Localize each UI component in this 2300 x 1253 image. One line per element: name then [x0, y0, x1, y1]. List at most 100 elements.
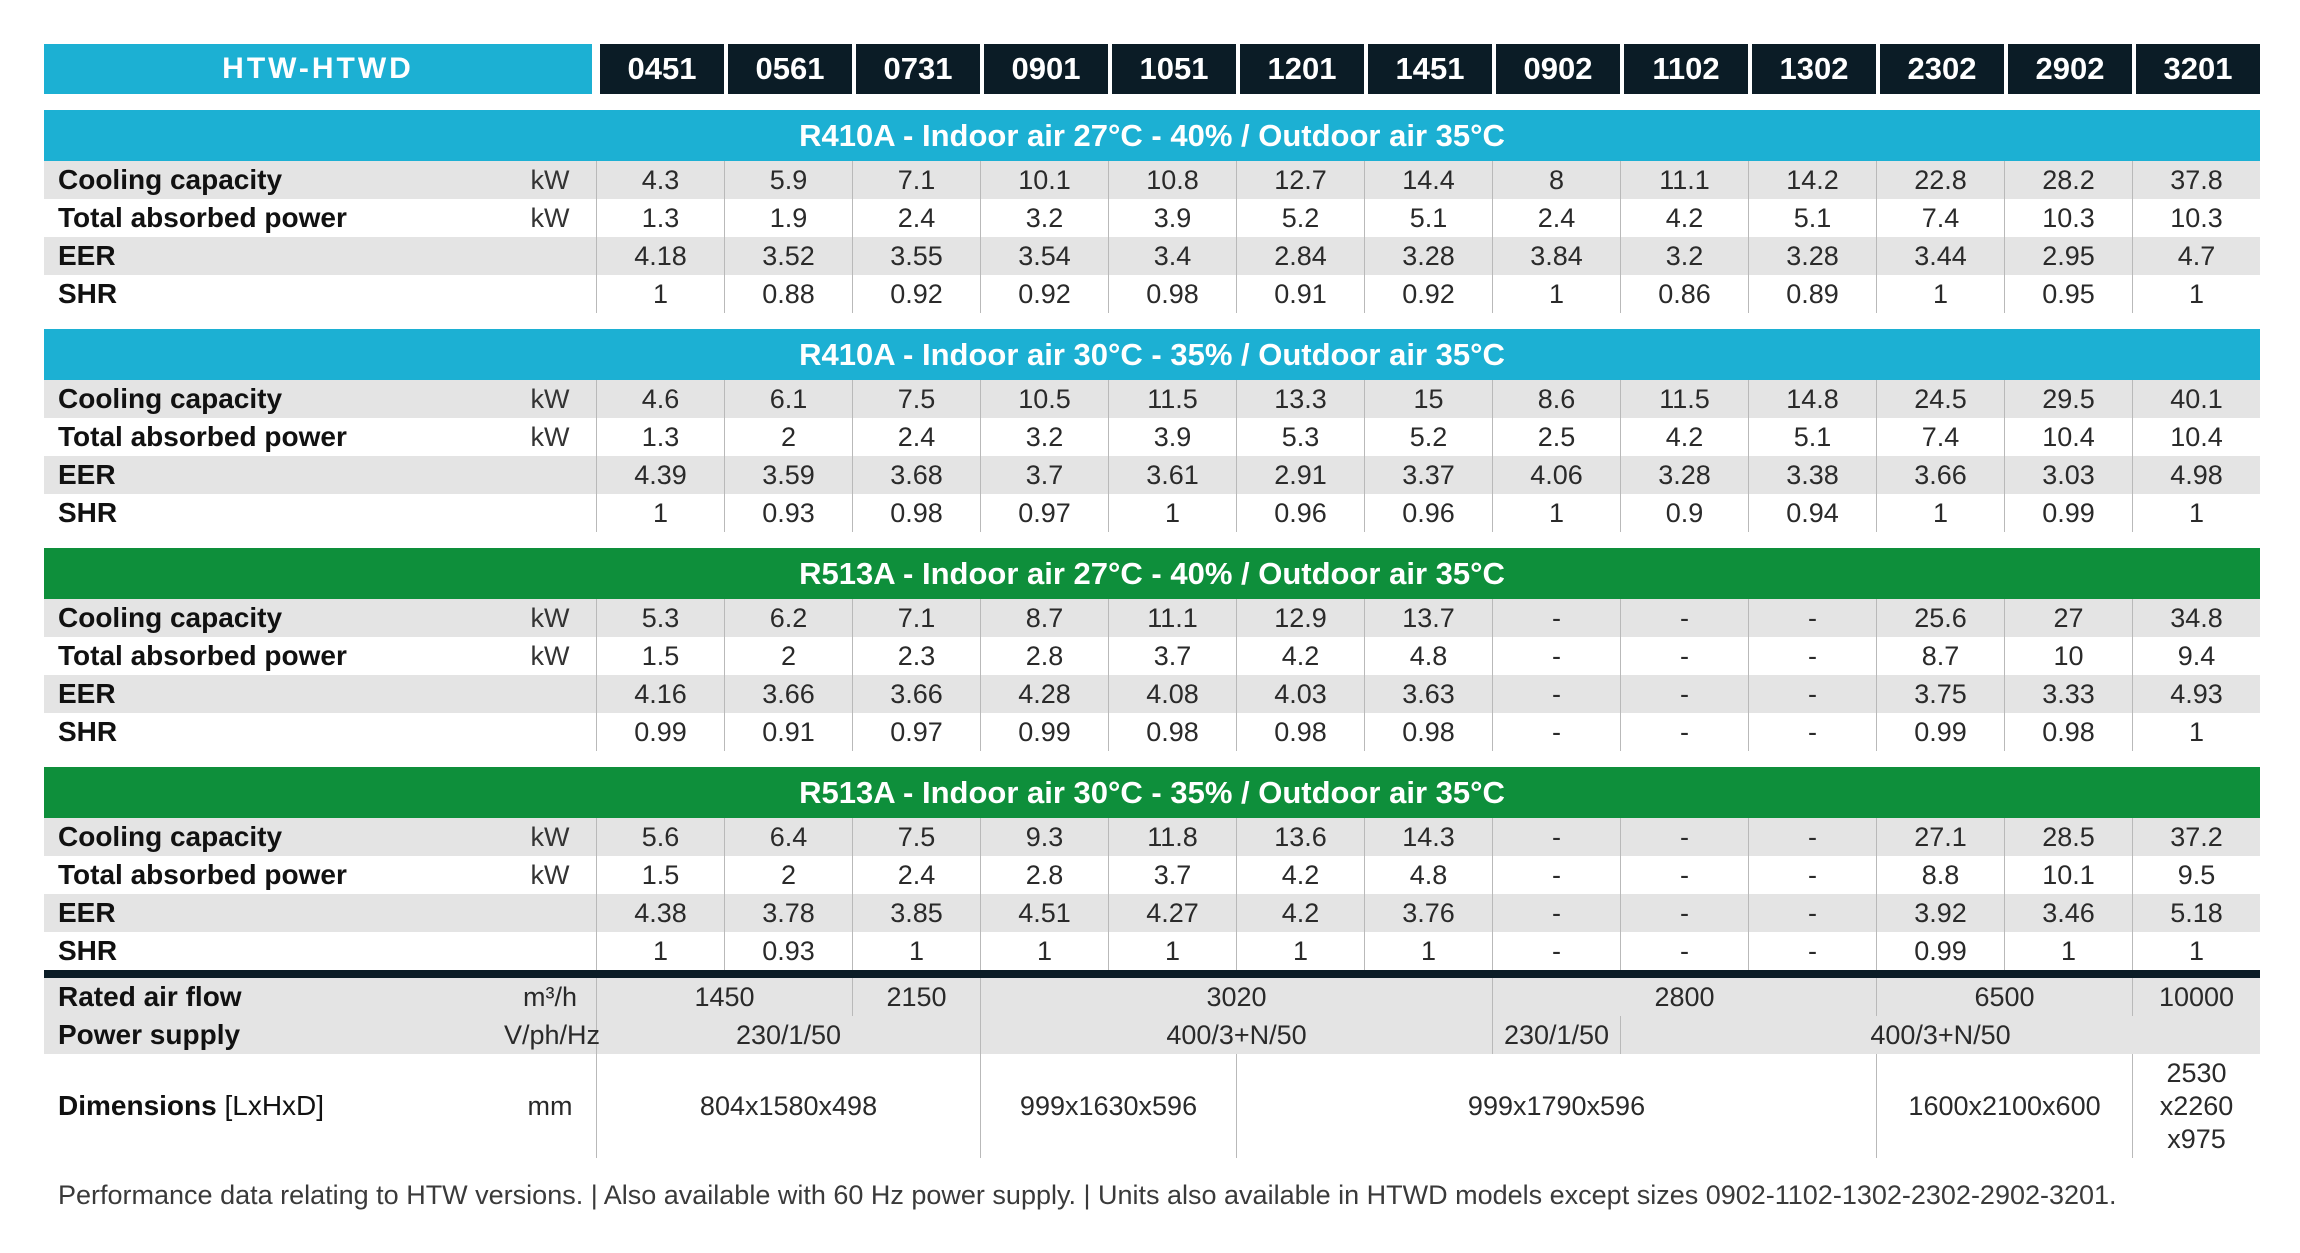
- table-cell: 6.1: [724, 380, 853, 418]
- table-cell: 3.9: [1108, 418, 1236, 456]
- row-unit: kW: [504, 380, 597, 418]
- spec-label-text: Dimensions: [58, 1090, 217, 1121]
- table-row: EER 4.16 3.66 3.66 4.28 4.08 4.03 3.63- - -3.75 3.…: [44, 675, 2261, 713]
- table-cell: 10.3: [2132, 199, 2260, 237]
- table-cell: 1: [1876, 494, 2004, 532]
- table-cell: 8.7: [1876, 637, 2004, 675]
- table-cell: 25.6: [1876, 599, 2005, 637]
- model-1201: 1201: [1236, 44, 1365, 94]
- table-cell: 3.38: [1748, 456, 1877, 494]
- table-cell: 4.7: [2132, 237, 2261, 275]
- spec-table-wrapper: HTW-HTWD 0451 0561 0731 0901 1051 1201 1451 0902…: [44, 44, 2261, 1158]
- section-title: R410A - Indoor air 27°C - 40% / Outdoor …: [44, 110, 2261, 161]
- spec-unit: mm: [527, 1090, 573, 1121]
- row-unit: [504, 675, 597, 713]
- row-label: Cooling capacity: [44, 599, 504, 637]
- table-cell: 13.3: [1236, 380, 1365, 418]
- table-cell: 0.98: [852, 494, 980, 532]
- table-cell: 3.7: [1108, 637, 1236, 675]
- table-cell: 10.3: [2004, 199, 2132, 237]
- table-row: SHR 1 0.93 0.98 0.97 1 0.96 0.96 1 0.9 0.94 1 0.99 1: [44, 494, 2260, 532]
- table-cell: 8.7: [980, 599, 1109, 637]
- table-cell: 3.92: [1876, 894, 2005, 932]
- spec-cell: 999x1790x596: [1236, 1054, 1876, 1158]
- table-cell: 0.86: [1620, 275, 1748, 313]
- table-cell: 14.8: [1748, 380, 1877, 418]
- table-cell: 2: [724, 418, 852, 456]
- table-cell: 8.6: [1492, 380, 1621, 418]
- table-cell: 10.8: [1108, 161, 1237, 199]
- spec-cell: 999x1630x596: [980, 1054, 1236, 1158]
- row-unit: kW: [504, 818, 597, 856]
- row-unit: kW: [530, 859, 570, 890]
- row-unit: [504, 494, 596, 532]
- table-cell: 4.3: [596, 161, 725, 199]
- table-cell: -: [1620, 637, 1748, 675]
- section-header: R513A - Indoor air 30°C - 35% / Outdoor …: [44, 767, 2261, 818]
- section-title: R513A - Indoor air 27°C - 40% / Outdoor …: [44, 548, 2261, 599]
- table-cell: 0.98: [1108, 713, 1236, 751]
- spec-cell: 10000: [2132, 978, 2261, 1016]
- row-label: EER: [44, 675, 504, 713]
- table-cell: 13.7: [1364, 599, 1493, 637]
- table-cell: 0.97: [980, 494, 1108, 532]
- spacer: [44, 94, 2260, 110]
- row-unit: kW: [504, 599, 597, 637]
- table-cell: 4.8: [1364, 637, 1492, 675]
- table-cell: 4.8: [1364, 856, 1492, 894]
- section-header: R513A - Indoor air 27°C - 40% / Outdoor …: [44, 548, 2261, 599]
- row-unit: [504, 237, 597, 275]
- model-0561: 0561: [724, 44, 853, 94]
- table-row: Total absorbed power kW 1.5 2 2.4 2.8 3.7 4.2 4.…: [44, 856, 2260, 894]
- table-cell: 3.85: [852, 894, 981, 932]
- table-cell: 1: [2004, 932, 2132, 970]
- model-header-row: HTW-HTWD 0451 0561 0731 0901 1051 1201 1451 0902…: [44, 44, 2261, 94]
- row-label: EER: [44, 894, 504, 932]
- section-header: R410A - Indoor air 30°C - 35% / Outdoor …: [44, 329, 2261, 380]
- row-unit: [504, 894, 597, 932]
- table-cell: 0.94: [1748, 494, 1876, 532]
- table-cell: 5.1: [1748, 418, 1876, 456]
- table-cell: 0.91: [1236, 275, 1364, 313]
- footnote: Performance data relating to HTW version…: [58, 1180, 2117, 1210]
- table-cell: -: [1748, 675, 1877, 713]
- table-cell: 2.5: [1492, 418, 1620, 456]
- spec-row-dimensions: Dimensions [LxHxD] mm 804x1580x498 999x1630…: [44, 1054, 2260, 1158]
- table-cell: 11.1: [1108, 599, 1237, 637]
- table-cell: 1.3: [596, 418, 724, 456]
- table-cell: 15: [1364, 380, 1493, 418]
- table-cell: 1: [2132, 275, 2260, 313]
- table-cell: 2.95: [2004, 237, 2133, 275]
- table-cell: -: [1620, 713, 1748, 751]
- spec-cell: 3020: [980, 978, 1493, 1016]
- table-cell: 27.1: [1876, 818, 2005, 856]
- table-cell: 0.93: [724, 494, 852, 532]
- table-cell: 2.4: [1492, 199, 1620, 237]
- table-cell: 3.2: [980, 199, 1108, 237]
- spec-cell: 2530 x2260 x975: [2132, 1054, 2260, 1158]
- table-cell: 1: [852, 932, 980, 970]
- table-cell: 14.2: [1748, 161, 1877, 199]
- table-cell: 3.03: [2004, 456, 2133, 494]
- table-cell: 37.2: [2132, 818, 2261, 856]
- spec-cell: 1450: [596, 978, 853, 1016]
- table-cell: 1: [596, 932, 724, 970]
- table-row: SHR 0.99 0.91 0.97 0.99 0.98 0.98 0.98- - -0.99 0.…: [44, 713, 2260, 751]
- table-cell: 4.06: [1492, 456, 1621, 494]
- spec-cell: 400/3+N/50: [980, 1016, 1493, 1054]
- row-unit: kW: [530, 421, 570, 452]
- row-label: Total absorbed power: [58, 859, 347, 890]
- spec-table: HTW-HTWD 0451 0561 0731 0901 1051 1201 1451 0902…: [44, 44, 2261, 1158]
- row-label: Cooling capacity: [44, 818, 504, 856]
- table-cell: 1: [980, 932, 1108, 970]
- row-label: SHR: [58, 278, 118, 309]
- table-cell: 3.59: [724, 456, 853, 494]
- table-cell: 4.28: [980, 675, 1109, 713]
- table-cell: 0.99: [980, 713, 1108, 751]
- table-cell: 13.6: [1236, 818, 1365, 856]
- table-cell: 0.95: [2004, 275, 2132, 313]
- model-2302: 2302: [1876, 44, 2005, 94]
- table-cell: 3.63: [1364, 675, 1493, 713]
- table-cell: 0.99: [1876, 932, 2004, 970]
- table-row: EER 4.39 3.59 3.68 3.7 3.61 2.91 3.37 4.06 3.28 3.…: [44, 456, 2261, 494]
